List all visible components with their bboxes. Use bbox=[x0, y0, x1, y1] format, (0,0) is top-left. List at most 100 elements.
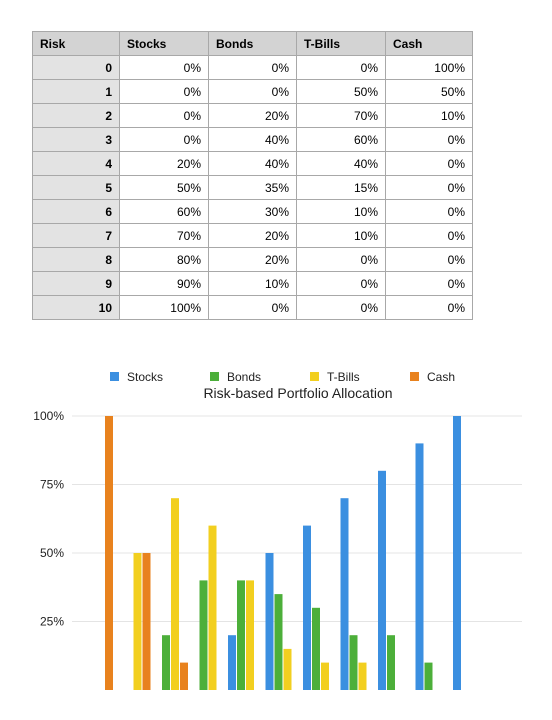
risk-level-cell: 8 bbox=[32, 247, 120, 272]
allocation-cell: 100% bbox=[119, 295, 209, 320]
bar-t-bills bbox=[208, 525, 217, 690]
allocation-cell: 0% bbox=[385, 127, 473, 152]
bar-bonds bbox=[312, 607, 320, 690]
bar-t-bills bbox=[133, 553, 142, 690]
allocation-bar-chart: 25% 50% 75% 100% Stocks Bonds T-Bills Cash Ris… bbox=[33, 370, 522, 690]
table-row: 0 0% 0% 0% 100% bbox=[32, 55, 473, 80]
allocation-cell: 0% bbox=[385, 295, 473, 320]
chart-title: Risk-based Portfolio Allocation bbox=[203, 385, 392, 401]
risk-level-cell: 10 bbox=[32, 295, 120, 320]
y-tick-label: 100% bbox=[33, 409, 64, 423]
allocation-cell: 60% bbox=[119, 199, 209, 224]
table-row: 3 0% 40% 60% 0% bbox=[32, 127, 473, 152]
allocation-cell: 0% bbox=[208, 55, 297, 80]
table-body: 0 0% 0% 0% 100% 1 0% 0% 50% 50% 2 0% 20% 70% 10% 3 0% 40%… bbox=[32, 55, 473, 320]
allocation-cell: 60% bbox=[296, 127, 386, 152]
chart-legend: Stocks Bonds T-Bills Cash bbox=[110, 370, 455, 384]
allocation-cell: 70% bbox=[119, 223, 209, 248]
allocation-cell: 10% bbox=[296, 199, 386, 224]
bar-cash bbox=[142, 553, 151, 690]
bar-bonds bbox=[424, 662, 433, 690]
y-tick-label: 50% bbox=[40, 546, 64, 560]
risk-level-cell: 7 bbox=[32, 223, 120, 248]
bar-stocks bbox=[378, 470, 386, 690]
allocation-cell: 0% bbox=[385, 223, 473, 248]
allocation-cell: 0% bbox=[119, 127, 209, 152]
bar-bonds bbox=[274, 594, 283, 690]
allocation-cell: 0% bbox=[385, 151, 473, 176]
allocation-cell: 0% bbox=[385, 247, 473, 272]
bar-group-risk-0 bbox=[105, 416, 113, 690]
risk-level-cell: 2 bbox=[32, 103, 120, 128]
bar-stocks bbox=[303, 525, 311, 690]
allocation-cell: 15% bbox=[296, 175, 386, 200]
risk-level-cell: 5 bbox=[32, 175, 120, 200]
table-header-row: Risk Stocks Bonds T-Bills Cash bbox=[32, 31, 473, 56]
bar-group-risk-5 bbox=[265, 553, 292, 690]
bar-stocks bbox=[228, 635, 236, 690]
allocation-cell: 100% bbox=[385, 55, 473, 80]
table-row: 10 100% 0% 0% 0% bbox=[32, 295, 473, 320]
column-header-risk: Risk bbox=[32, 31, 120, 56]
allocation-cell: 70% bbox=[296, 103, 386, 128]
allocation-cell: 0% bbox=[296, 295, 386, 320]
bar-bonds bbox=[199, 580, 208, 690]
allocation-cell: 0% bbox=[296, 271, 386, 296]
table-row: 5 50% 35% 15% 0% bbox=[32, 175, 473, 200]
bar-bonds bbox=[162, 635, 170, 690]
allocation-cell: 0% bbox=[208, 79, 297, 104]
allocation-cell: 10% bbox=[296, 223, 386, 248]
column-header-t-bills: T-Bills bbox=[296, 31, 386, 56]
allocation-cell: 0% bbox=[296, 247, 386, 272]
bar-group-risk-1 bbox=[133, 553, 151, 690]
allocation-cell: 40% bbox=[296, 151, 386, 176]
allocation-cell: 30% bbox=[208, 199, 297, 224]
risk-level-cell: 4 bbox=[32, 151, 120, 176]
column-header-stocks: Stocks bbox=[119, 31, 209, 56]
bar-group-risk-4 bbox=[228, 580, 254, 690]
legend-label: T-Bills bbox=[327, 370, 360, 384]
bar-bonds bbox=[349, 635, 358, 690]
legend-label: Cash bbox=[427, 370, 455, 384]
bar-stocks bbox=[340, 498, 349, 690]
bar-stocks bbox=[415, 443, 424, 690]
allocation-cell: 0% bbox=[208, 295, 297, 320]
bar-bonds bbox=[387, 635, 395, 690]
bar-t-bills bbox=[246, 580, 254, 690]
column-header-bonds: Bonds bbox=[208, 31, 297, 56]
allocation-cell: 35% bbox=[208, 175, 297, 200]
bar-group-risk-10 bbox=[453, 416, 461, 690]
bar-t-bills bbox=[358, 662, 367, 690]
bar-bonds bbox=[237, 580, 245, 690]
allocation-cell: 0% bbox=[119, 55, 209, 80]
y-tick-label: 75% bbox=[40, 478, 64, 492]
table-row: 7 70% 20% 10% 0% bbox=[32, 223, 473, 248]
bar-t-bills bbox=[171, 498, 179, 690]
bar-group-risk-2 bbox=[162, 498, 188, 690]
bar-stocks bbox=[453, 416, 461, 690]
y-tick-label: 25% bbox=[40, 615, 64, 629]
legend-swatch-t-bills bbox=[310, 372, 319, 381]
allocation-cell: 40% bbox=[208, 151, 297, 176]
risk-level-cell: 9 bbox=[32, 271, 120, 296]
allocation-cell: 0% bbox=[119, 103, 209, 128]
bar-group-risk-3 bbox=[199, 525, 217, 690]
allocation-cell: 20% bbox=[119, 151, 209, 176]
allocation-cell: 50% bbox=[296, 79, 386, 104]
allocation-cell: 90% bbox=[119, 271, 209, 296]
bar-stocks bbox=[265, 553, 274, 690]
chart-bars bbox=[105, 416, 461, 690]
allocation-cell: 10% bbox=[208, 271, 297, 296]
allocation-cell: 50% bbox=[119, 175, 209, 200]
risk-level-cell: 0 bbox=[32, 55, 120, 80]
bar-t-bills bbox=[283, 648, 292, 690]
legend-swatch-cash bbox=[410, 372, 419, 381]
allocation-cell: 10% bbox=[385, 103, 473, 128]
allocation-cell: 20% bbox=[208, 247, 297, 272]
allocation-cell: 0% bbox=[385, 199, 473, 224]
legend-label: Bonds bbox=[227, 370, 261, 384]
legend-swatch-stocks bbox=[110, 372, 119, 381]
legend-swatch-bonds bbox=[210, 372, 219, 381]
allocation-cell: 0% bbox=[385, 271, 473, 296]
allocation-cell: 20% bbox=[208, 103, 297, 128]
